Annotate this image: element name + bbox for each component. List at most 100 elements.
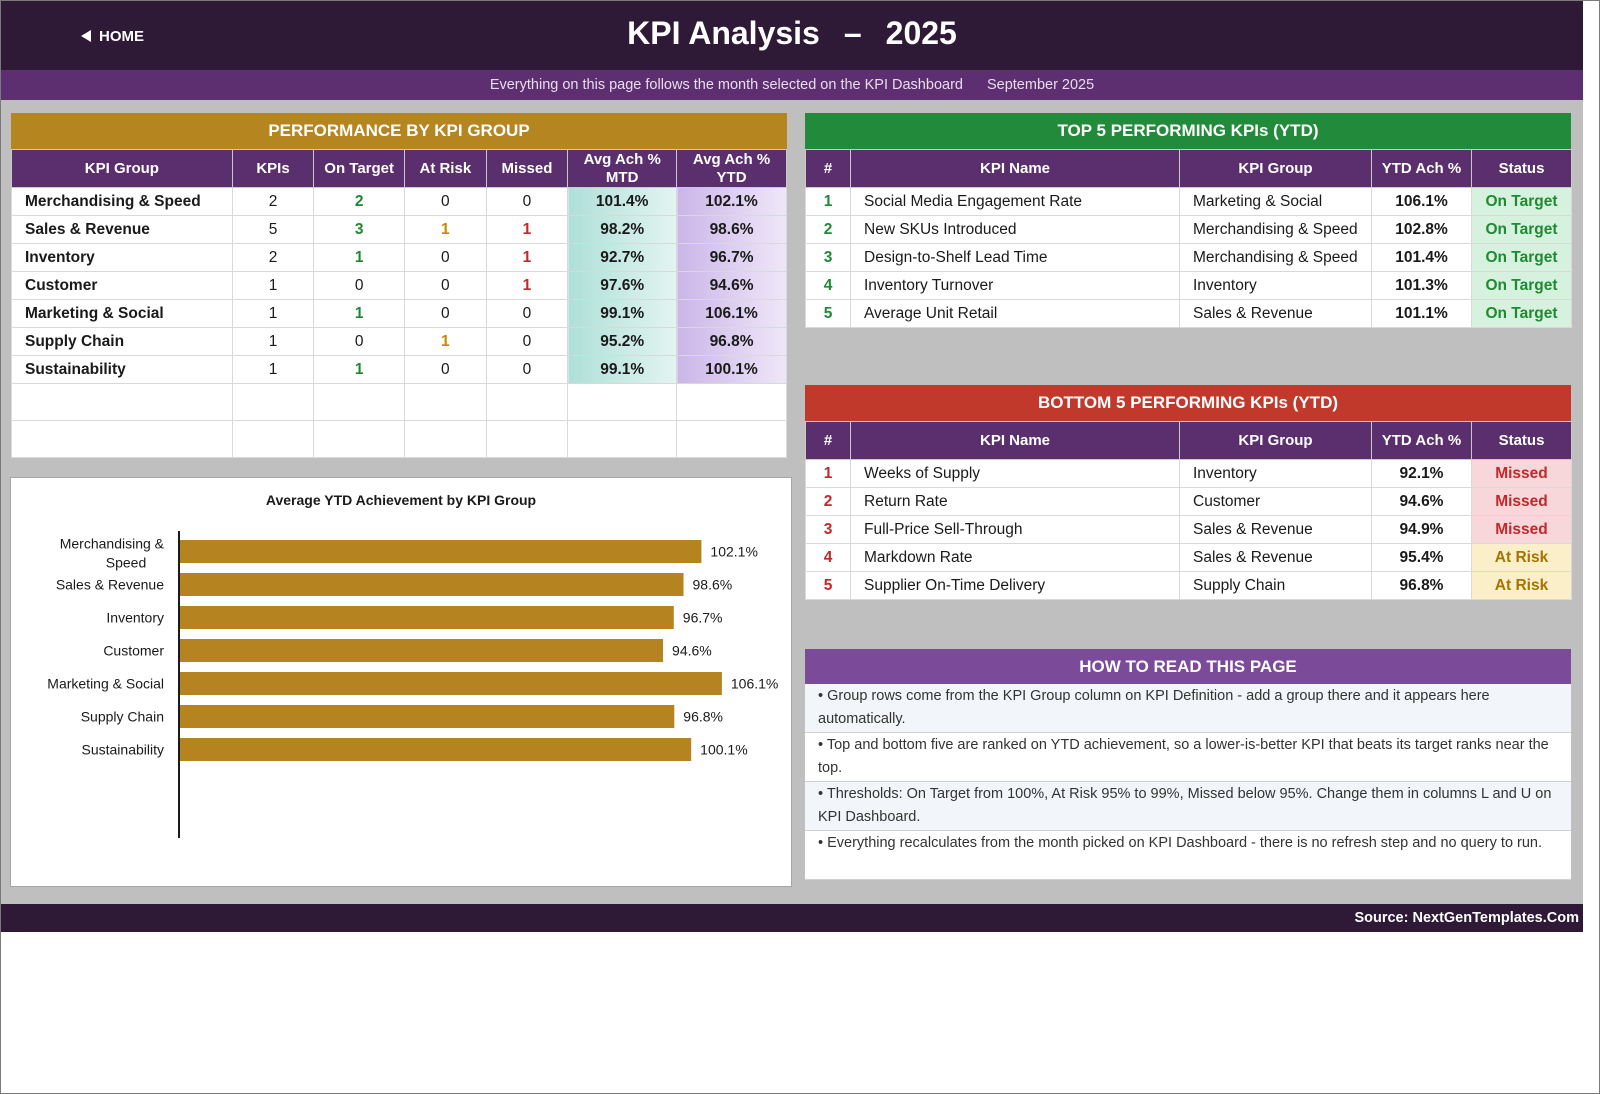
- ytd-ach-cell: 101.1%: [1371, 299, 1472, 328]
- chart-bar: [179, 705, 675, 728]
- group-panel-header: PERFORMANCE BY KPI GROUP: [11, 113, 787, 149]
- rank-cell: 2: [805, 487, 851, 516]
- kpi-group-cell: Inventory: [1179, 459, 1372, 488]
- rank-cell: 4: [805, 271, 851, 300]
- col-missed: Missed: [485, 149, 569, 188]
- table-row: Inventory 2 1 0 1 92.7% 96.7%: [11, 243, 787, 272]
- at-risk-cell: 1: [404, 215, 487, 244]
- table-row: 2 Return Rate Customer 94.6% Missed: [805, 487, 1572, 516]
- missed-cell: 1: [485, 243, 569, 272]
- col-rank: #: [805, 149, 851, 188]
- avg-ytd-cell: 96.8%: [676, 327, 787, 356]
- title-text: KPI Analysis: [627, 15, 820, 51]
- table-row: 3 Design-to-Shelf Lead Time Merchandising …: [805, 243, 1572, 272]
- kpi-group-cell: Sales & Revenue: [1179, 543, 1372, 572]
- ytd-ach-cell: 94.9%: [1371, 515, 1472, 544]
- rank-cell: 4: [805, 543, 851, 572]
- col-avg-ytd: Avg Ach % YTD: [676, 149, 787, 188]
- table-row: 4 Inventory Turnover Inventory 101.3% On Tar…: [805, 271, 1572, 300]
- col-status: Status: [1471, 421, 1572, 460]
- table-row: 5 Supplier On-Time Delivery Supply Chain 96…: [805, 571, 1572, 600]
- col-ytd-ach: YTD Ach %: [1371, 149, 1472, 188]
- top5-panel-header: TOP 5 PERFORMING KPIs (YTD): [805, 113, 1571, 149]
- group-table: KPI Group KPIs On Target At Risk Missed …: [11, 149, 787, 458]
- empty-cell: [485, 420, 569, 458]
- avg-mtd-cell: 97.6%: [567, 271, 678, 300]
- ytd-ach-cell: 95.4%: [1371, 543, 1472, 572]
- bottom5-table-body: 1 Weeks of Supply Inventory 92.1% Missed 2 Ret…: [805, 459, 1572, 600]
- how-item: • Group rows come from the KPI Group col…: [805, 684, 1571, 733]
- col-status: Status: [1471, 149, 1572, 188]
- data-label: 94.6%: [672, 643, 712, 659]
- col-kpi-name: KPI Name: [850, 421, 1180, 460]
- chart-bar: [179, 672, 722, 695]
- page-title: KPI Analysis –2025: [1, 15, 1583, 52]
- group-panel-title: PERFORMANCE BY KPI GROUP: [268, 121, 530, 140]
- col-kpi-group: KPI Group: [11, 149, 233, 188]
- avg-mtd-cell: 92.7%: [567, 243, 678, 272]
- col-rank: #: [805, 421, 851, 460]
- on-target-cell: 2: [313, 187, 406, 216]
- group-name-cell: Sustainability: [11, 355, 233, 384]
- header-bar: HOME KPI Analysis –2025: [1, 1, 1583, 70]
- how-list: • Group rows come from the KPI Group col…: [805, 684, 1571, 880]
- ytd-ach-cell: 101.3%: [1371, 271, 1472, 300]
- kpi-count-cell: 1: [231, 271, 315, 300]
- rank-cell: 5: [805, 571, 851, 600]
- on-target-cell: 1: [313, 355, 406, 384]
- chart-bar: [179, 573, 684, 596]
- empty-cell: [404, 420, 487, 458]
- avg-ytd-cell: 102.1%: [676, 187, 787, 216]
- at-risk-cell: 0: [404, 271, 487, 300]
- subtitle-text: Everything on this page follows the mont…: [489, 77, 963, 93]
- group-name-cell: Sales & Revenue: [11, 215, 233, 244]
- kpi-group-cell: Inventory: [1179, 271, 1372, 300]
- at-risk-cell: 1: [404, 327, 487, 356]
- table-row: Sustainability 1 1 0 0 99.1% 100.1%: [11, 355, 787, 384]
- table-row: 5 Average Unit Retail Sales & Revenue 101.1…: [805, 299, 1572, 328]
- status-badge: At Risk: [1471, 571, 1572, 600]
- missed-cell: 0: [485, 355, 569, 384]
- status-badge: Missed: [1471, 487, 1572, 516]
- col-on-target: On Target: [313, 149, 406, 188]
- how-item: • Top and bottom five are ranked on YTD …: [805, 733, 1571, 782]
- rank-cell: 1: [805, 459, 851, 488]
- col-at-risk: At Risk: [404, 149, 487, 188]
- ytd-ach-cell: 94.6%: [1371, 487, 1472, 516]
- table-row: 3 Full-Price Sell-Through Sales & Revenue 9…: [805, 515, 1572, 544]
- table-row: Customer 1 0 0 1 97.6% 94.6%: [11, 271, 787, 300]
- ytd-ach-cell: 96.8%: [1371, 571, 1472, 600]
- empty-cell: [11, 383, 233, 421]
- empty-cell: [676, 420, 787, 458]
- home-button[interactable]: HOME: [81, 25, 144, 47]
- on-target-cell: 0: [313, 327, 406, 356]
- how-panel-header: HOW TO READ THIS PAGE: [805, 649, 1571, 684]
- missed-cell: 0: [485, 327, 569, 356]
- footer-source: Source: NextGenTemplates.Com: [1, 904, 1583, 932]
- col-kpis: KPIs: [231, 149, 315, 188]
- rank-cell: 1: [805, 187, 851, 216]
- table-row: Supply Chain 1 0 1 0 95.2% 96.8%: [11, 327, 787, 356]
- back-arrow-icon: [81, 30, 91, 42]
- avg-mtd-cell: 99.1%: [567, 355, 678, 384]
- group-name-cell: Customer: [11, 271, 233, 300]
- ytd-ach-cell: 102.8%: [1371, 215, 1472, 244]
- at-risk-cell: 0: [404, 299, 487, 328]
- chart-title: Average YTD Achievement by KPI Group: [266, 492, 536, 508]
- table-row: Merchandising & Speed 2 2 0 0 101.4% 102.1%: [11, 187, 787, 216]
- data-label: 106.1%: [731, 676, 778, 692]
- kpi-name-cell: New SKUs Introduced: [850, 215, 1180, 244]
- kpi-count-cell: 1: [231, 355, 315, 384]
- top5-table-body: 1 Social Media Engagement Rate Marketing &…: [805, 187, 1572, 328]
- group-table-body: Merchandising & Speed 2 2 0 0 101.4% 102.1% Sal…: [11, 187, 787, 458]
- title-year: 2025: [885, 15, 957, 51]
- kpi-name-cell: Return Rate: [850, 487, 1180, 516]
- how-item: • Everything recalculates from the month…: [805, 831, 1571, 880]
- missed-cell: 1: [485, 271, 569, 300]
- kpi-name-cell: Supplier On-Time Delivery: [850, 571, 1180, 600]
- empty-row: [11, 383, 787, 421]
- category-label: Customer: [103, 643, 164, 659]
- category-label: Marketing & Social: [47, 676, 164, 692]
